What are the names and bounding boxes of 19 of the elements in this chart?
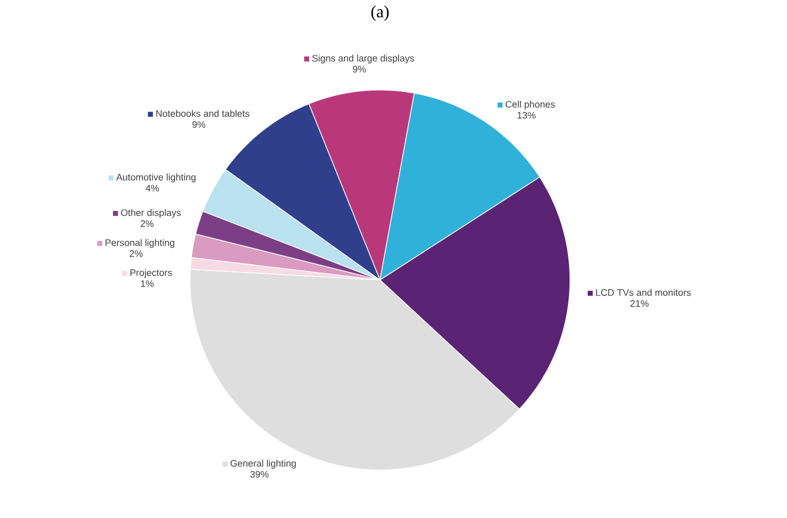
data-label: 9% [352,66,366,73]
legend-label: Projectors [130,269,172,278]
data-label: 4% [146,184,159,192]
data-label: 2% [140,220,154,227]
legend-label: General lighting [230,460,296,469]
slice-label: LCD TVs and monitors [596,288,691,296]
legend-label: Other displays [121,209,181,218]
slice-label: Cell phones [506,100,555,110]
legend-label: Notebooks and tablets [156,110,250,117]
legend-label: Personal lighting [106,239,174,248]
data-label: 39% [250,470,269,478]
chart-title: (a) [371,6,389,21]
data-label: 2% [130,250,143,257]
data-label: 1% [141,280,154,287]
data-label: 9% [192,121,206,128]
legend-label: Signs and large displays [312,54,414,64]
legend-label: Automotive lighting [116,174,196,182]
data-label: 13% [518,112,536,119]
data-label: 21% [630,300,649,307]
